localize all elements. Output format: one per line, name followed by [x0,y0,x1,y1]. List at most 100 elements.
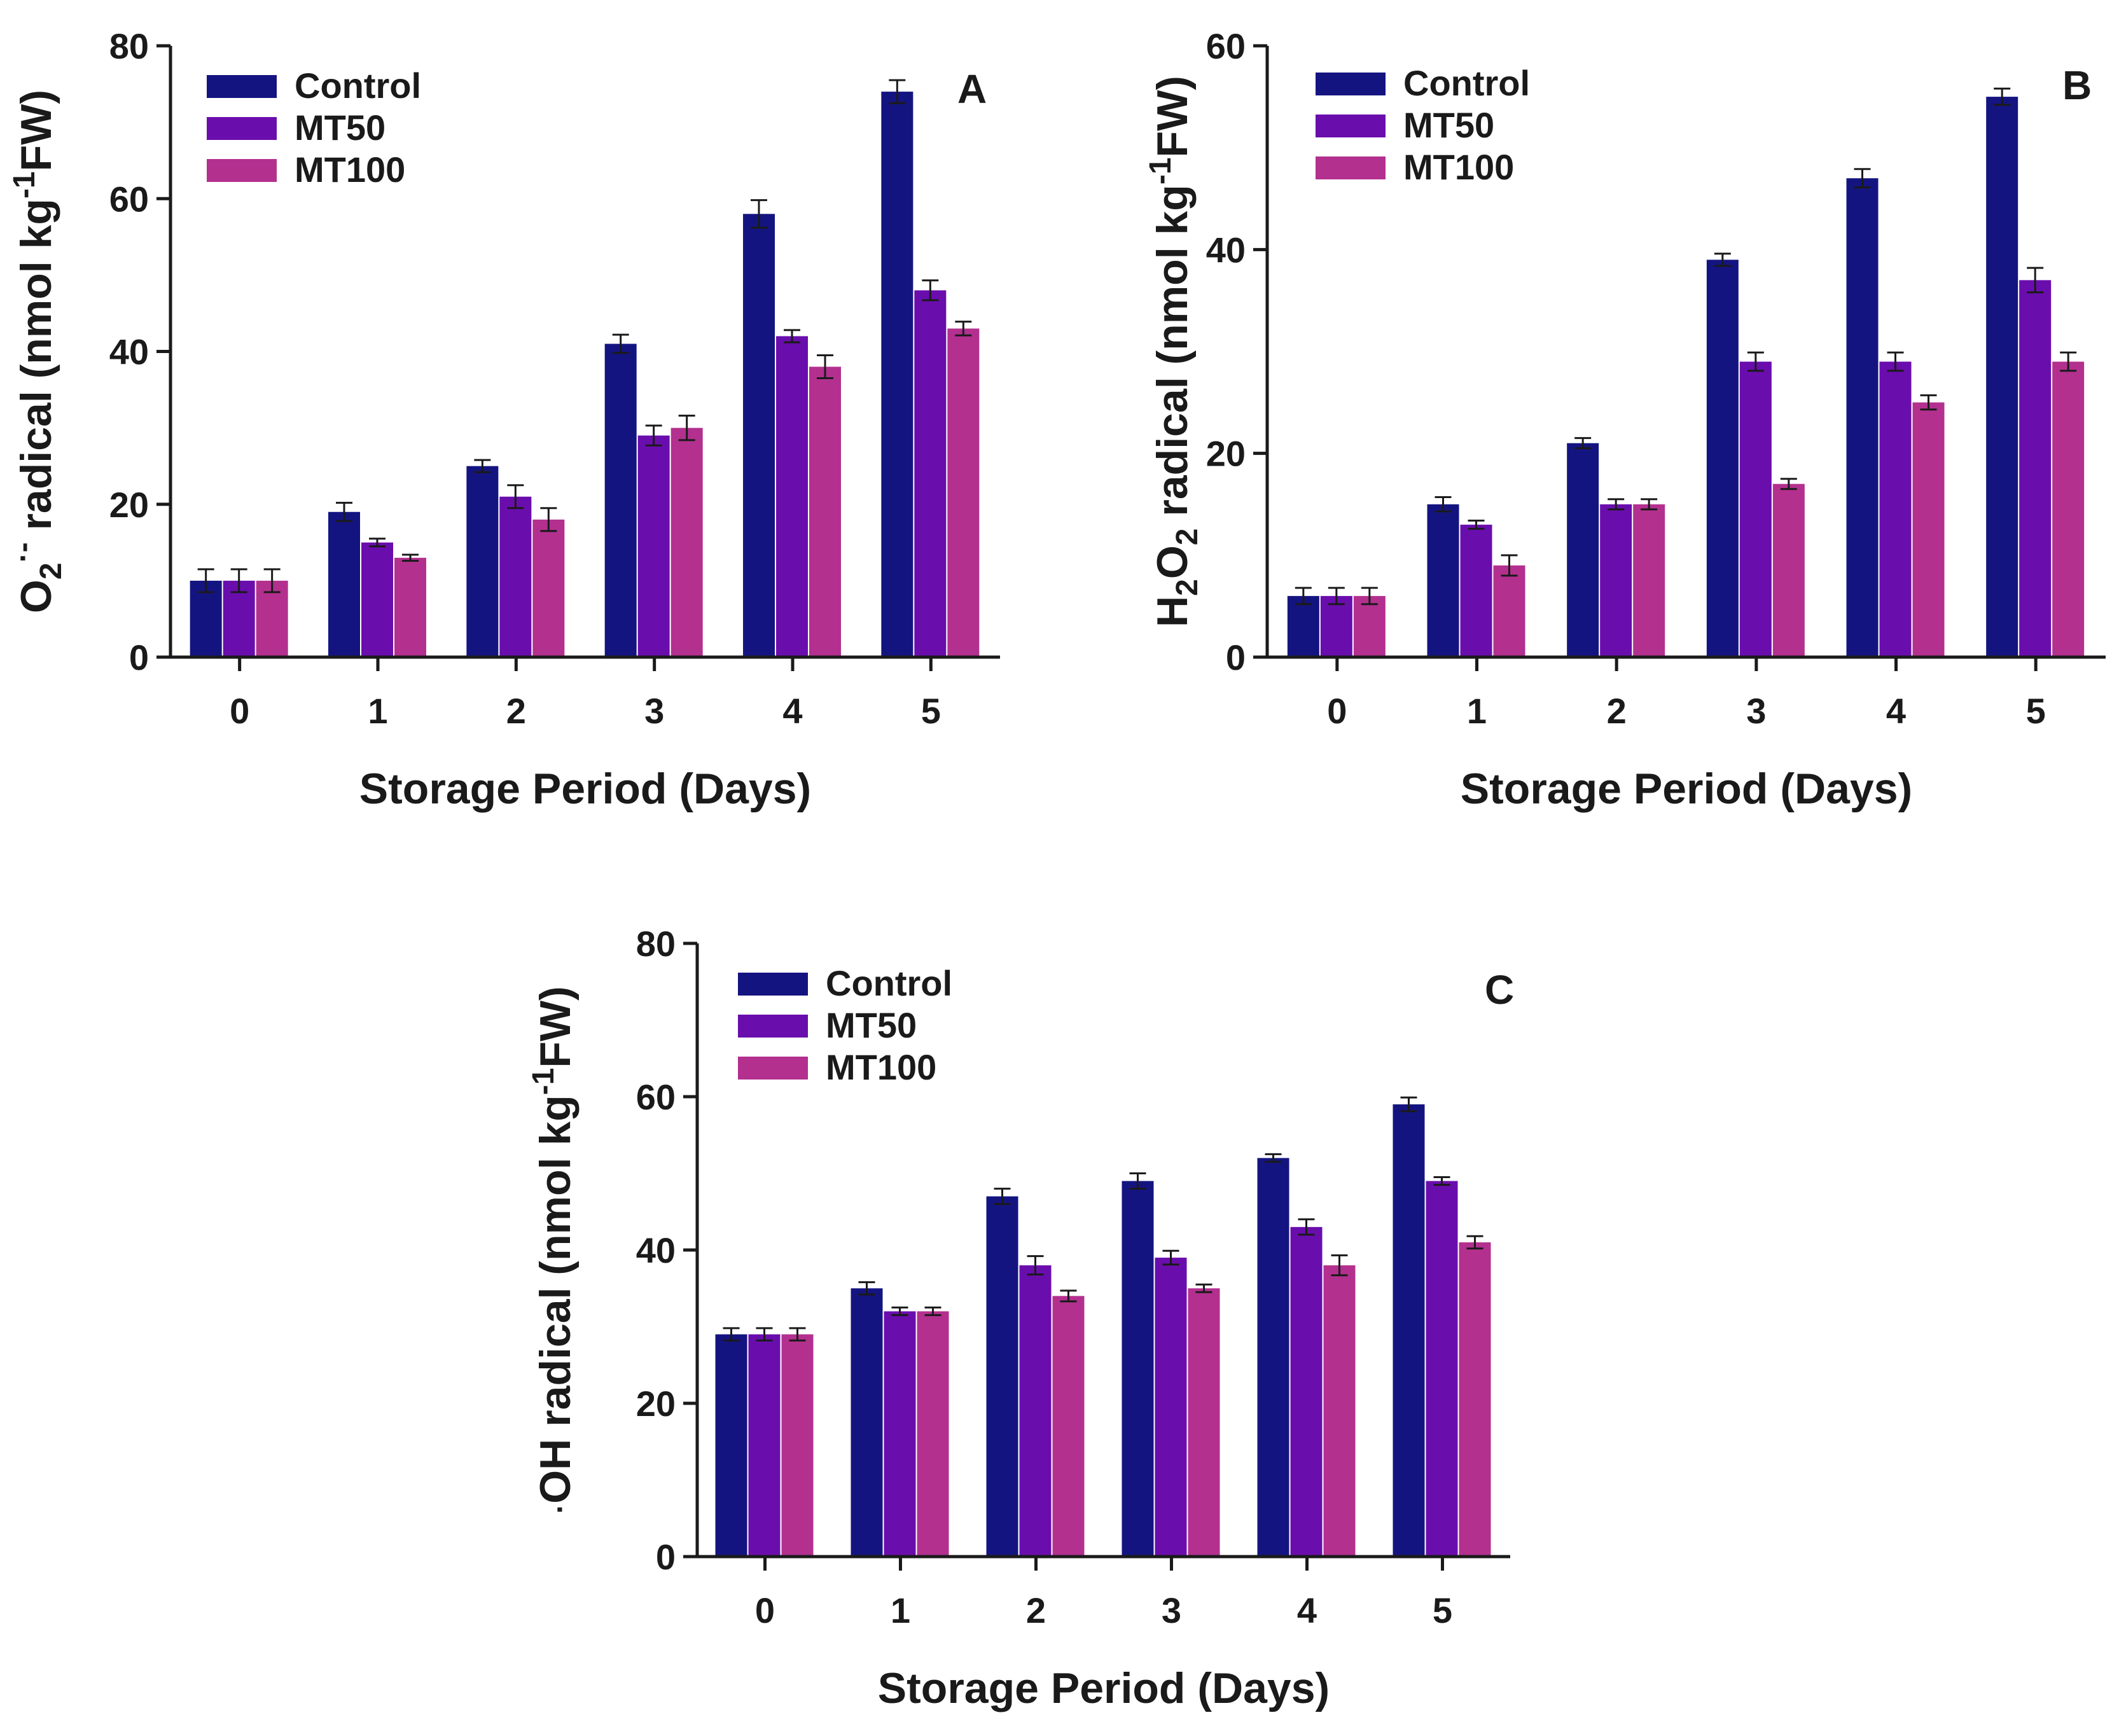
y-tick-label: 40 [636,1230,676,1270]
bar-mt50-day-0 [748,1334,781,1557]
y-tick-label: 60 [1206,26,1246,66]
bar-mt100-day-0 [781,1334,814,1557]
legend-swatch-mt100 [1316,156,1386,179]
x-tick-label: 1 [368,691,387,731]
error-bar-mt100-day-0 [789,1327,806,1342]
error-bar-mt50-day-3 [1747,351,1764,372]
bar-mt100-day-2 [1052,1296,1085,1557]
bar-control-day-2 [466,466,499,657]
y-tick-label: 80 [636,924,676,964]
error-bar-control-day-3 [612,333,629,354]
bar-mt100-day-2 [1633,504,1665,657]
panel-letter: A [957,66,987,112]
x-tick-label: 4 [1297,1590,1317,1630]
bar-mt100-day-1 [1493,565,1525,657]
error-bar-mt100-day-1 [924,1306,941,1316]
error-bar-mt50-day-1 [1468,519,1485,530]
bar-mt50-day-4 [776,336,808,657]
bar-mt100-day-4 [1912,402,1945,657]
bar-control-day-3 [1706,260,1739,658]
x-axis-label: Storage Period (Days) [878,1664,1330,1712]
bar-mt50-day-5 [914,290,947,657]
legend-label-mt50: MT50 [826,1005,917,1045]
error-bar-mt50-day-1 [891,1306,908,1316]
y-tick-label: 0 [129,637,149,677]
error-bar-control-day-4 [1265,1153,1282,1163]
error-bar-mt50-day-4 [784,329,800,344]
bar-control-day-0 [190,580,222,657]
x-axis-label: Storage Period (Days) [359,765,811,813]
panel-letter: B [2062,62,2092,108]
error-bar-control-day-0 [1295,587,1312,606]
error-bar-mt100-day-1 [1501,554,1518,577]
error-bar-control-day-1 [1435,496,1452,513]
bar-mt50-day-2 [1600,504,1632,657]
x-tick-label: 5 [2026,691,2046,731]
error-bar-mt100-day-2 [540,507,557,532]
legend-swatch-control [738,973,808,996]
bar-control-day-4 [1257,1158,1289,1557]
bar-mt100-day-4 [809,366,841,657]
error-bar-control-day-4 [751,199,767,229]
bar-control-day-3 [1122,1181,1154,1557]
bar-mt50-day-2 [1019,1265,1052,1557]
bar-mt100-day-5 [1459,1242,1491,1557]
legend-label-mt100: MT100 [1403,147,1514,187]
error-bar-control-day-3 [1714,253,1731,267]
bar-control-day-1 [328,511,360,657]
error-bar-mt100-day-4 [1331,1254,1348,1277]
bar-control-day-3 [604,344,637,657]
bar-mt50-day-0 [223,580,255,657]
y-tick-label: 60 [636,1077,676,1117]
x-tick-label: 4 [1886,691,1906,731]
bar-mt50-day-5 [2019,280,2052,658]
bar-mt50-day-4 [1879,361,1912,657]
legend-swatch-mt50 [738,1015,808,1038]
error-bar-mt100-day-0 [263,568,281,594]
x-axis-label: Storage Period (Days) [1461,765,1912,813]
legend-label-mt100: MT100 [826,1047,936,1087]
legend-swatch-mt50 [207,117,277,140]
error-bar-mt50-day-0 [230,568,247,594]
error-bar-control-day-1 [336,501,352,522]
bar-mt50-day-0 [1320,595,1352,657]
legend-swatch-control [1316,73,1386,95]
bar-control-day-1 [851,1288,883,1557]
bar-mt100-day-3 [1188,1288,1220,1557]
error-bar-mt50-day-5 [1433,1176,1450,1186]
x-tick-label: 5 [1433,1590,1452,1630]
x-tick-label: 0 [230,691,249,731]
legend-label-mt50: MT50 [295,108,386,148]
error-bar-control-day-2 [474,459,491,473]
x-tick-label: 5 [921,691,941,731]
error-bar-control-day-1 [858,1281,875,1296]
error-bar-mt100-day-5 [1466,1235,1483,1250]
error-bar-control-day-4 [1854,168,1871,189]
y-tick-label: 60 [109,179,149,219]
bar-mt50-day-5 [1426,1181,1458,1557]
bar-mt100-day-4 [1323,1265,1356,1557]
x-tick-label: 3 [644,691,664,731]
legend-swatch-mt100 [207,159,277,182]
error-bar-mt100-day-3 [1780,478,1797,490]
error-bar-mt50-day-5 [922,279,939,302]
legend-label-mt50: MT50 [1403,105,1494,145]
bar-control-day-2 [1567,443,1599,657]
legend-swatch-mt100 [738,1057,808,1080]
bar-mt100-day-5 [947,328,980,657]
error-bar-mt100-day-4 [817,354,833,380]
error-bar-mt100-day-0 [1361,587,1378,606]
bar-control-day-0 [1287,595,1319,657]
bar-mt50-day-1 [884,1311,916,1557]
legend-label-mt100: MT100 [295,149,405,190]
y-axis-label: O2·- radical (nmol kg-1FW) [6,90,68,613]
error-bar-mt50-day-3 [645,424,662,447]
bar-control-day-4 [1846,178,1879,657]
error-bar-control-day-2 [994,1188,1011,1205]
error-bar-mt50-day-2 [1608,498,1625,511]
bar-mt50-day-1 [361,542,393,657]
x-tick-label: 2 [1607,691,1627,731]
x-tick-label: 3 [1746,691,1766,731]
bar-mt100-day-5 [2052,361,2085,657]
